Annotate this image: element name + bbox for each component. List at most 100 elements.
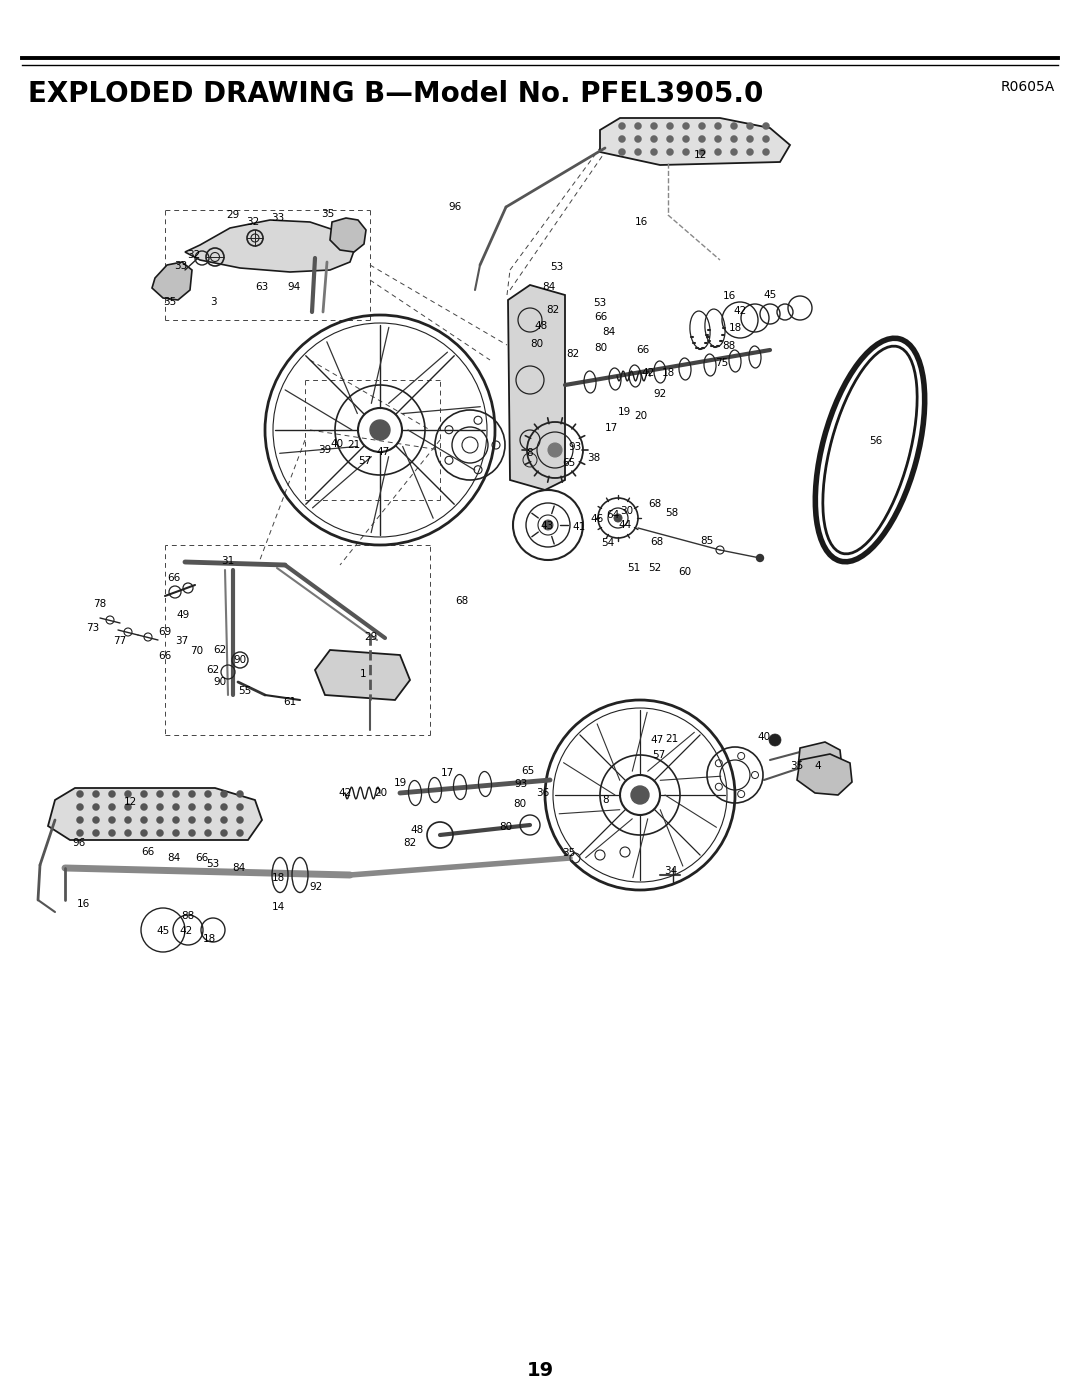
Text: 20: 20 [634, 411, 648, 420]
Circle shape [189, 830, 195, 837]
Text: 18: 18 [202, 935, 216, 944]
Text: 68: 68 [650, 536, 663, 548]
Polygon shape [152, 263, 192, 300]
Circle shape [746, 148, 754, 155]
Circle shape [666, 136, 674, 142]
Text: 8: 8 [527, 448, 534, 458]
Circle shape [93, 803, 99, 810]
Text: 52: 52 [648, 563, 662, 573]
Text: 68: 68 [648, 499, 662, 509]
Text: 78: 78 [93, 599, 107, 609]
Circle shape [730, 136, 738, 142]
Text: 16: 16 [723, 291, 735, 300]
Text: 35: 35 [563, 848, 576, 858]
Circle shape [615, 514, 622, 522]
Circle shape [220, 830, 228, 837]
Circle shape [189, 791, 195, 798]
Text: 42: 42 [179, 926, 192, 936]
Text: 64: 64 [606, 510, 620, 520]
Text: 84: 84 [167, 854, 180, 863]
Circle shape [93, 816, 99, 823]
Circle shape [666, 123, 674, 130]
Text: 8: 8 [603, 795, 609, 805]
Text: 35: 35 [791, 761, 804, 771]
Text: 42: 42 [733, 306, 746, 316]
Text: 18: 18 [271, 873, 285, 883]
Text: 84: 84 [542, 282, 555, 292]
Circle shape [756, 555, 764, 562]
Text: 45: 45 [764, 291, 777, 300]
Circle shape [650, 123, 658, 130]
Circle shape [715, 148, 721, 155]
Text: 88: 88 [181, 911, 194, 921]
Circle shape [204, 791, 212, 798]
Circle shape [237, 830, 243, 837]
Text: 53: 53 [206, 859, 219, 869]
Text: 31: 31 [221, 556, 234, 566]
Circle shape [124, 791, 132, 798]
Text: 42: 42 [338, 788, 352, 798]
Circle shape [683, 148, 689, 155]
Circle shape [699, 148, 705, 155]
Text: 49: 49 [176, 610, 190, 620]
Circle shape [173, 791, 179, 798]
Circle shape [204, 830, 212, 837]
Circle shape [762, 148, 769, 155]
Polygon shape [185, 219, 355, 272]
Circle shape [220, 803, 228, 810]
Circle shape [715, 123, 721, 130]
Circle shape [548, 443, 562, 457]
Text: 85: 85 [700, 536, 714, 546]
Text: 3: 3 [210, 298, 216, 307]
Polygon shape [600, 117, 789, 165]
Circle shape [77, 816, 83, 823]
Text: 41: 41 [572, 522, 585, 532]
Circle shape [619, 136, 625, 142]
Text: 84: 84 [603, 327, 616, 337]
Circle shape [108, 803, 116, 810]
Circle shape [769, 733, 781, 746]
Polygon shape [330, 218, 366, 251]
Circle shape [77, 830, 83, 837]
Text: 77: 77 [113, 636, 126, 645]
Text: 66: 66 [141, 847, 154, 856]
Text: 33: 33 [271, 212, 285, 224]
Circle shape [173, 803, 179, 810]
Text: 80: 80 [530, 339, 543, 349]
Text: 60: 60 [678, 567, 691, 577]
Circle shape [220, 791, 228, 798]
Circle shape [762, 123, 769, 130]
Circle shape [237, 791, 243, 798]
Text: 29: 29 [364, 631, 378, 643]
Circle shape [762, 136, 769, 142]
Circle shape [631, 787, 649, 805]
Text: 82: 82 [403, 838, 417, 848]
Text: 92: 92 [309, 882, 323, 893]
Text: 48: 48 [535, 321, 548, 331]
Circle shape [650, 136, 658, 142]
Text: 63: 63 [255, 282, 269, 292]
Text: 40: 40 [757, 732, 770, 742]
Text: 58: 58 [665, 509, 678, 518]
Text: 34: 34 [664, 866, 677, 876]
Text: 94: 94 [287, 282, 300, 292]
Text: 12: 12 [123, 798, 137, 807]
Circle shape [77, 791, 83, 798]
Circle shape [237, 816, 243, 823]
Circle shape [666, 148, 674, 155]
Text: 42: 42 [642, 367, 654, 379]
Text: 16: 16 [634, 217, 648, 226]
Text: 14: 14 [271, 902, 285, 912]
Text: 68: 68 [456, 597, 469, 606]
Text: EXPLODED DRAWING B—Model No. PFEL3905.0: EXPLODED DRAWING B—Model No. PFEL3905.0 [28, 80, 764, 108]
Polygon shape [315, 650, 410, 700]
Circle shape [189, 816, 195, 823]
Text: 35: 35 [322, 210, 335, 219]
Text: 82: 82 [566, 349, 580, 359]
Text: 90: 90 [233, 655, 246, 665]
Circle shape [699, 136, 705, 142]
Text: 54: 54 [602, 538, 615, 548]
Circle shape [157, 830, 163, 837]
Circle shape [173, 830, 179, 837]
Text: 88: 88 [723, 341, 735, 351]
